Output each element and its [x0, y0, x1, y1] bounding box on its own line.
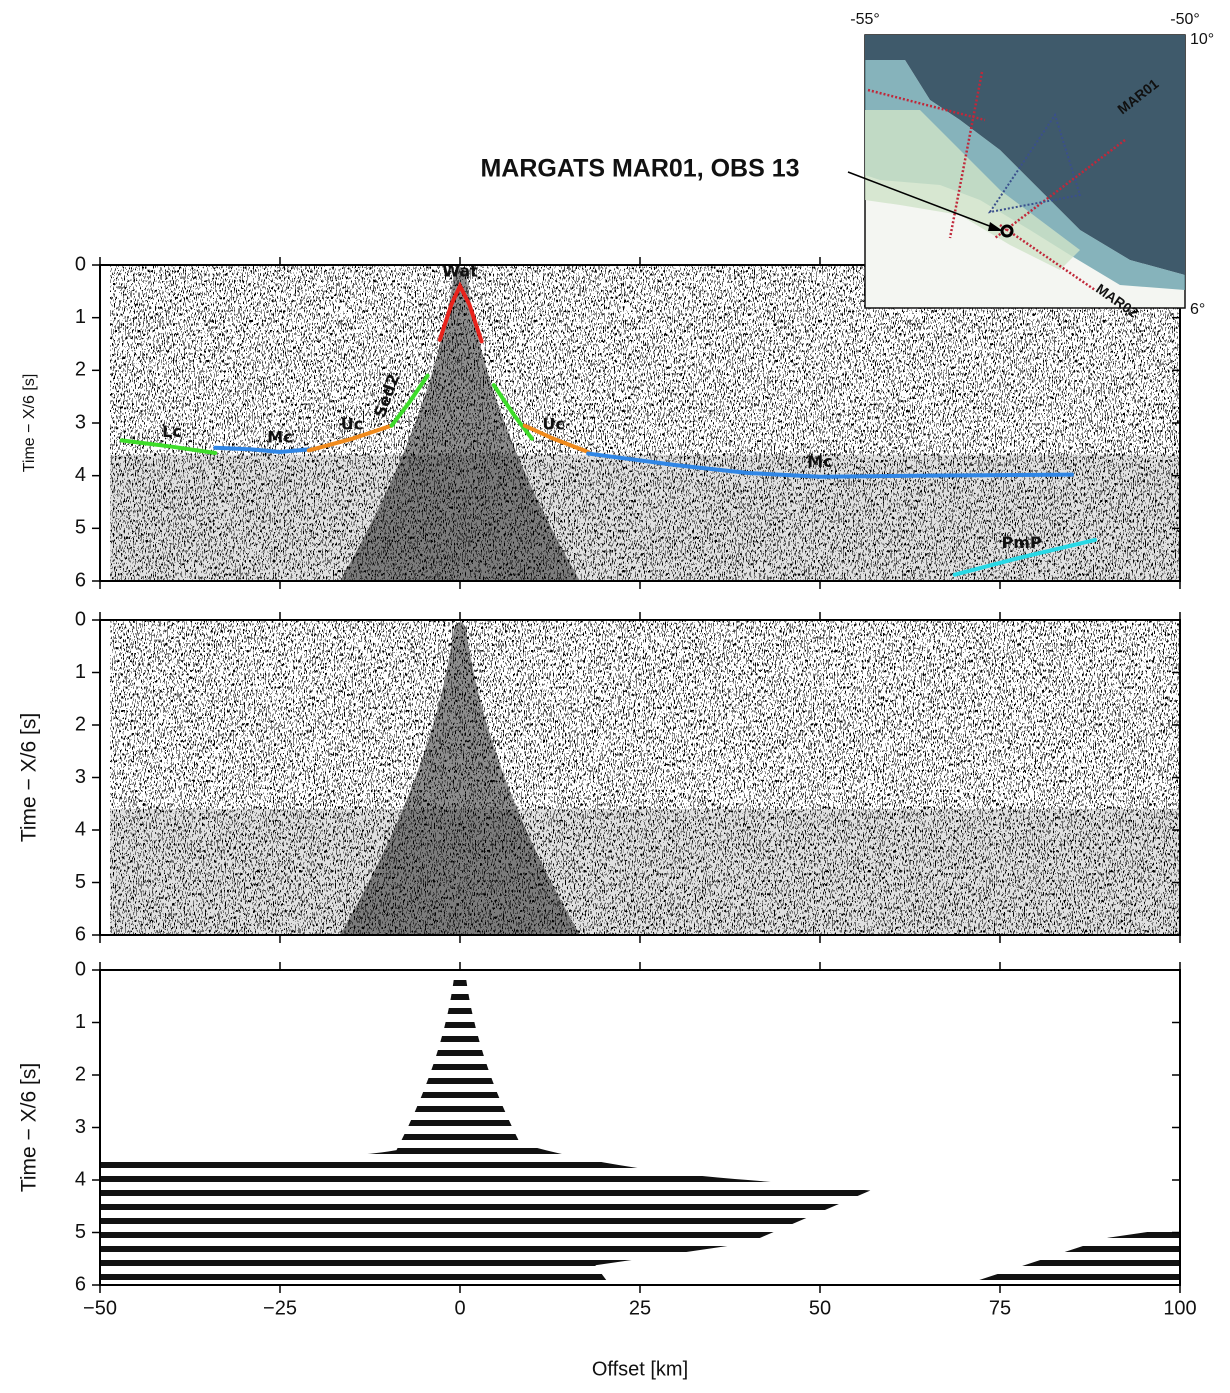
seismic-cone [340, 622, 580, 935]
x-tick-label: 50 [809, 1297, 831, 1319]
pick-label: Mc [267, 427, 292, 446]
map-lat-label: 10° [1190, 31, 1214, 48]
y-tick-label: 1 [75, 306, 86, 328]
y-axis-label: Time − X/6 [s] [18, 713, 41, 842]
y-tick-label: 0 [75, 958, 86, 980]
y-tick-label: 5 [75, 517, 86, 539]
y-tick-label: 2 [75, 713, 86, 735]
pick-line [586, 451, 1074, 479]
y-tick-label: 6 [75, 569, 86, 591]
pick-label: Uc [542, 414, 564, 433]
seismic-noise [110, 620, 1180, 935]
seismic-deep [110, 809, 1180, 935]
y-tick-label: 3 [75, 1116, 86, 1138]
map-lat-label: 6° [1190, 301, 1205, 318]
y-tick-label: 2 [75, 359, 86, 381]
pick-line [952, 537, 1098, 577]
y-tick-label: 3 [75, 411, 86, 433]
x-tick-label: −50 [83, 1297, 117, 1319]
x-tick-label: 100 [1163, 1297, 1196, 1319]
x-tick-label: −25 [263, 1297, 297, 1319]
y-tick-label: 1 [75, 1011, 86, 1033]
pick-line [213, 445, 311, 454]
pick-label: Wat [442, 262, 478, 281]
y-tick-label: 4 [75, 818, 86, 840]
inset-map: -55° -50° 10° 6° MAR01 MAR02 [850, 11, 1214, 321]
y-tick-label: 0 [75, 253, 86, 275]
y-tick-label: 3 [75, 766, 86, 788]
pick-line [389, 373, 430, 428]
arrow-head [988, 222, 1003, 231]
x-tick-label: 0 [454, 1297, 465, 1319]
x-tick-label: 75 [989, 1297, 1011, 1319]
pick-label: Uc [341, 414, 363, 433]
seismic-cone [340, 267, 580, 581]
y-tick-label: 1 [75, 661, 86, 683]
y-tick-label: 5 [75, 871, 86, 893]
y-tick-label: 6 [75, 1273, 86, 1295]
y-axis-label: Time − X/6 [s] [21, 374, 38, 473]
x-axis-label: Offset [km] [592, 1358, 688, 1380]
map-lon-label: -50° [1170, 11, 1200, 28]
map-lon-label: -55° [850, 11, 880, 28]
pointer-arrow [847, 171, 1001, 231]
panel: 0 1 2 3 4 5 6 Time − X/6 [s] [18, 608, 1181, 945]
y-tick-label: 5 [75, 1221, 86, 1243]
y-tick-label: 0 [75, 608, 86, 630]
pick-line [306, 423, 394, 453]
figure-title: MARGATS MAR01, OBS 13 [480, 155, 799, 183]
x-tick-label: 25 [629, 1297, 651, 1319]
seismic-noise [110, 265, 1180, 581]
y-tick-label: 2 [75, 1063, 86, 1085]
pick-label: PmP [1002, 533, 1042, 552]
y-axis-label: Time − X/6 [s] [18, 1063, 41, 1192]
pick-line [119, 438, 218, 456]
pick-label: Mc [807, 452, 832, 471]
pick-line [437, 281, 484, 344]
pick-line [522, 423, 591, 454]
pick-label: Lc [162, 422, 182, 441]
y-tick-label: 4 [75, 1168, 86, 1190]
pick-line [491, 383, 534, 441]
panel: 0 1 2 3 4 5 6−50 −25 0 25 50 75 100 Time − X/6 [s] Off… [18, 958, 1197, 1380]
synthetic-bands [100, 972, 1180, 1285]
y-tick-label: 4 [75, 464, 86, 486]
y-tick-label: 6 [75, 923, 86, 945]
